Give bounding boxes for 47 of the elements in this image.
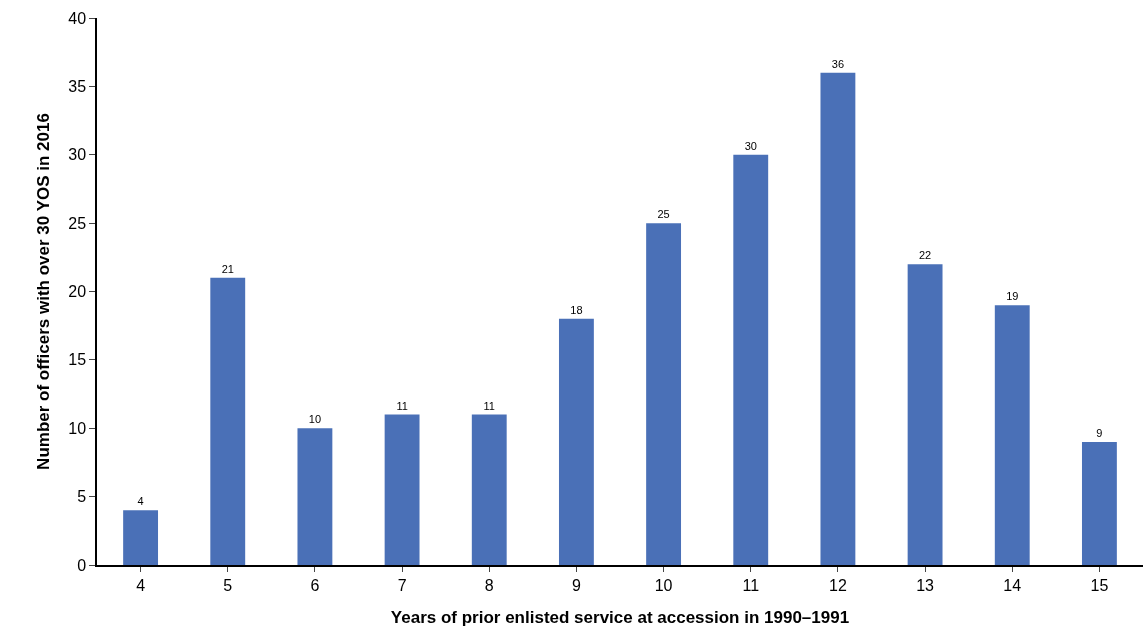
data-label: 18	[570, 303, 583, 316]
x-tick-label: 7	[397, 576, 407, 594]
bar	[994, 305, 1030, 565]
x-tick-label: 6	[310, 576, 320, 594]
bar	[558, 318, 594, 565]
y-tick-label: 5	[77, 488, 87, 506]
data-label: 19	[1006, 290, 1019, 303]
x-tick-label: 8	[484, 576, 494, 594]
y-axis-title: Number of officers with over 30 YOS in 2016	[34, 113, 54, 470]
data-label: 36	[831, 57, 845, 70]
bar	[384, 414, 420, 565]
x-tick-label: 5	[223, 576, 233, 594]
data-label: 9	[1096, 426, 1103, 439]
data-label: 11	[483, 399, 495, 412]
bar	[471, 414, 507, 565]
x-axis-title: Years of prior enlisted service at accession in 1990–1991	[390, 607, 850, 627]
x-tick-label: 9	[571, 576, 581, 594]
y-tick-label: 35	[68, 77, 87, 95]
x-tick-label: 15	[1090, 576, 1109, 594]
y-tick-label: 15	[68, 351, 87, 369]
data-label: 21	[221, 262, 234, 275]
bar	[297, 428, 333, 565]
bar	[210, 277, 246, 565]
y-tick-label: 30	[68, 146, 87, 164]
bar	[646, 223, 682, 565]
data-label: 30	[744, 139, 757, 152]
x-tick-label: 11	[742, 576, 760, 594]
bar	[1081, 441, 1117, 565]
y-tick-label: 20	[68, 283, 87, 301]
bar	[733, 154, 769, 565]
y-tick-label: 25	[68, 214, 87, 232]
data-label: 11	[396, 399, 408, 412]
bar	[820, 72, 856, 565]
x-tick-label: 12	[829, 576, 847, 594]
bar	[123, 510, 159, 565]
data-label: 22	[918, 249, 932, 262]
y-tick-label: 40	[68, 9, 87, 27]
x-tick-label: 10	[654, 576, 673, 594]
y-tick-label: 10	[68, 419, 87, 437]
x-tick-label: 13	[916, 576, 935, 594]
data-label: 25	[657, 208, 670, 221]
x-tick-label: 14	[1003, 576, 1022, 594]
y-tick-label: 0	[77, 556, 87, 574]
data-label: 10	[308, 413, 322, 426]
bar	[907, 264, 943, 565]
x-tick-label: 4	[136, 576, 146, 594]
data-label: 4	[137, 495, 144, 508]
